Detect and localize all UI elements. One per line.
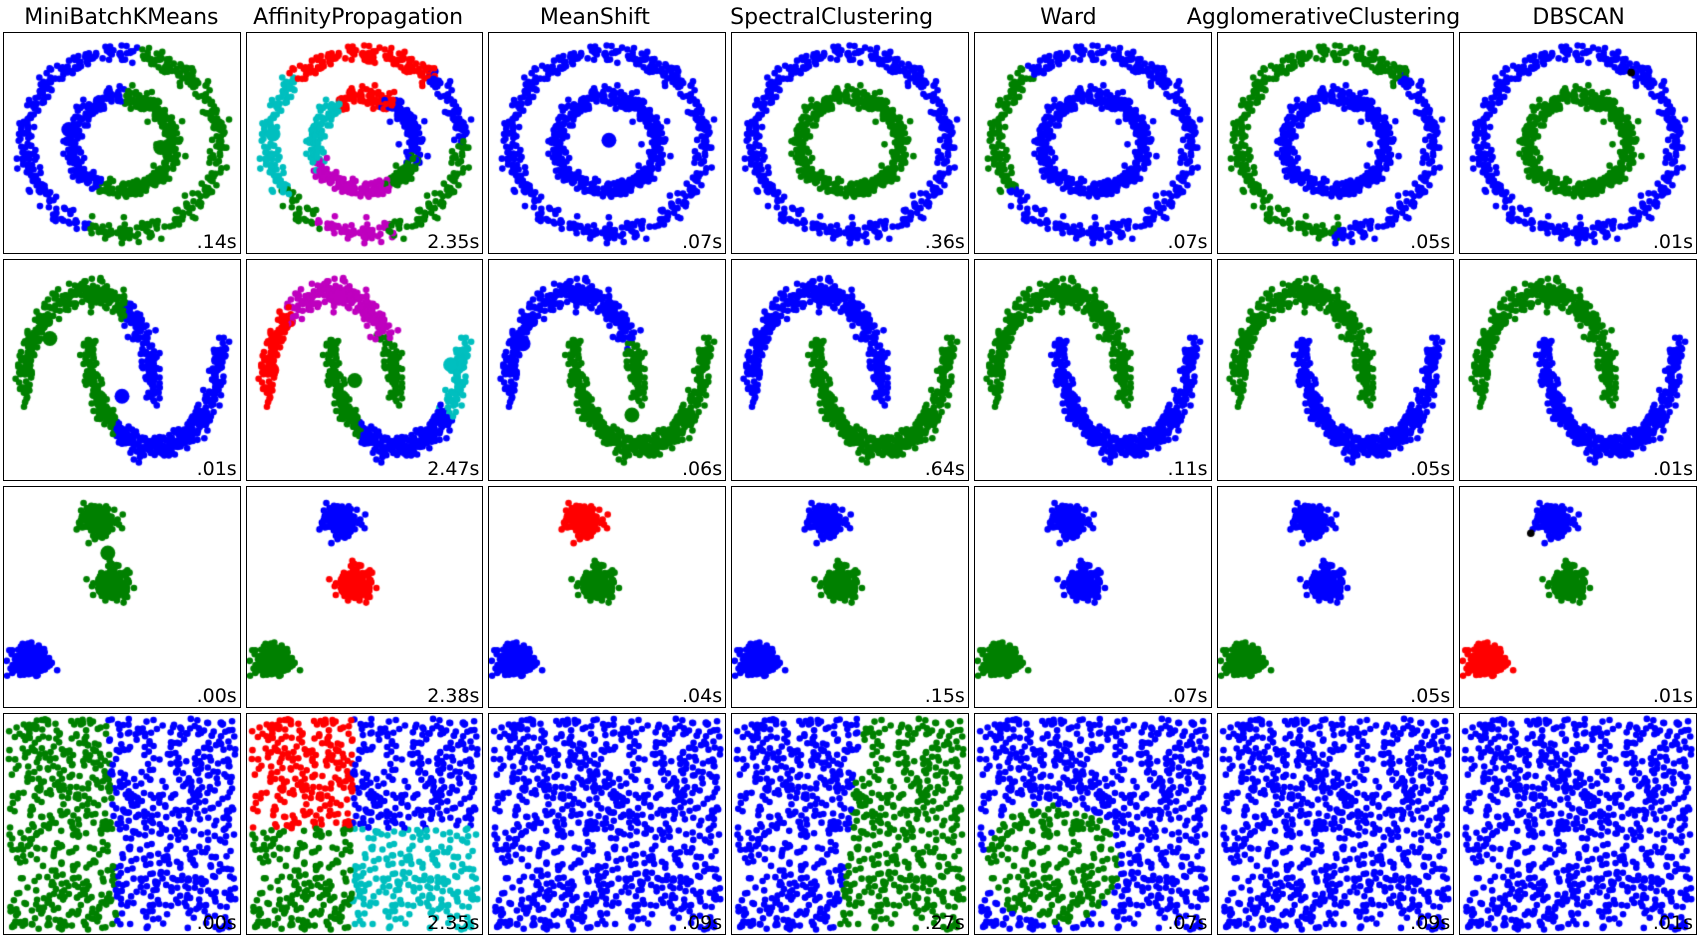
scatter-canvas bbox=[4, 487, 240, 707]
scatter-canvas bbox=[489, 714, 726, 934]
subplot-r1c1: 2.47s bbox=[245, 259, 484, 481]
time-label: .00s bbox=[196, 912, 237, 935]
subplot-r3c0: .00s bbox=[3, 713, 241, 935]
scatter-canvas bbox=[246, 33, 483, 253]
subplot-r1c0: .01s bbox=[3, 259, 241, 481]
time-label: .11s bbox=[1167, 458, 1208, 481]
subplot-r3c2: .09s bbox=[488, 713, 727, 935]
time-label: .04s bbox=[682, 685, 723, 708]
subplot-r0c6: .01s bbox=[1459, 32, 1697, 254]
time-label: .01s bbox=[196, 458, 237, 481]
scatter-canvas bbox=[489, 260, 726, 480]
time-label: .36s bbox=[924, 231, 965, 254]
subplot-r1c5: .05s bbox=[1216, 259, 1455, 481]
column-title-agglomerativeclustering: AgglomerativeClustering bbox=[1186, 4, 1461, 30]
column-titles: MiniBatchKMeans AffinityPropagation Mean… bbox=[0, 0, 1700, 32]
time-label: .07s bbox=[1167, 912, 1208, 935]
subplot-r0c1: 2.35s bbox=[245, 32, 484, 254]
scatter-canvas bbox=[489, 487, 726, 707]
column-title-minibatchkmeans: MiniBatchKMeans bbox=[24, 4, 219, 30]
time-label: .01s bbox=[1652, 458, 1693, 481]
time-label: .01s bbox=[1652, 685, 1693, 708]
scatter-canvas bbox=[246, 260, 483, 480]
plot-grid: .14s 2.35s .07s .36s .07s .05s .01s .01s… bbox=[0, 32, 1700, 935]
subplot-r0c3: .36s bbox=[731, 32, 969, 254]
scatter-canvas bbox=[4, 260, 240, 480]
subplot-r1c3: .64s bbox=[731, 259, 969, 481]
column-title-spectralclustering: SpectralClustering bbox=[730, 4, 934, 30]
scatter-canvas bbox=[4, 33, 240, 253]
time-label: .15s bbox=[924, 685, 965, 708]
time-label: .05s bbox=[1410, 231, 1451, 254]
scatter-canvas bbox=[974, 260, 1211, 480]
time-label: .01s bbox=[1652, 912, 1693, 935]
time-label: .09s bbox=[682, 912, 723, 935]
scatter-canvas bbox=[1460, 487, 1696, 707]
subplot-r2c3: .15s bbox=[731, 486, 969, 708]
scatter-canvas bbox=[1217, 260, 1454, 480]
time-label: .01s bbox=[1652, 231, 1693, 254]
subplot-r2c2: .04s bbox=[488, 486, 727, 708]
column-title-affinitypropagation: AffinityPropagation bbox=[253, 4, 464, 30]
scatter-canvas bbox=[4, 714, 240, 934]
subplot-r2c4: .07s bbox=[973, 486, 1212, 708]
time-label: 2.35s bbox=[427, 912, 480, 935]
scatter-canvas bbox=[1460, 714, 1696, 934]
time-label: .14s bbox=[196, 231, 237, 254]
scatter-canvas bbox=[1217, 487, 1454, 707]
subplot-r1c2: .06s bbox=[488, 259, 727, 481]
time-label: 2.35s bbox=[427, 231, 480, 254]
subplot-r3c3: .27s bbox=[731, 713, 969, 935]
time-label: .07s bbox=[1167, 231, 1208, 254]
subplot-r1c6: .01s bbox=[1459, 259, 1697, 481]
subplot-r1c4: .11s bbox=[973, 259, 1212, 481]
time-label: 2.38s bbox=[427, 685, 480, 708]
scatter-canvas bbox=[732, 714, 968, 934]
time-label: .05s bbox=[1410, 458, 1451, 481]
time-label: .05s bbox=[1410, 685, 1451, 708]
scatter-canvas bbox=[246, 714, 483, 934]
time-label: .27s bbox=[924, 912, 965, 935]
subplot-r3c6: .01s bbox=[1459, 713, 1697, 935]
subplot-r2c5: .05s bbox=[1216, 486, 1455, 708]
subplot-r0c5: .05s bbox=[1216, 32, 1455, 254]
scatter-canvas bbox=[732, 260, 968, 480]
scatter-canvas bbox=[1217, 33, 1454, 253]
subplot-r2c6: .01s bbox=[1459, 486, 1697, 708]
scatter-canvas bbox=[489, 33, 726, 253]
subplot-r2c1: 2.38s bbox=[245, 486, 484, 708]
scatter-canvas bbox=[974, 714, 1211, 934]
scatter-canvas bbox=[1460, 33, 1696, 253]
scatter-canvas bbox=[974, 33, 1211, 253]
subplot-r0c2: .07s bbox=[488, 32, 727, 254]
subplot-r3c1: 2.35s bbox=[245, 713, 484, 935]
scatter-canvas bbox=[732, 33, 968, 253]
scatter-canvas bbox=[246, 487, 483, 707]
scatter-canvas bbox=[732, 487, 968, 707]
time-label: .09s bbox=[1410, 912, 1451, 935]
subplot-r2c0: .00s bbox=[3, 486, 241, 708]
subplot-r3c5: .09s bbox=[1216, 713, 1455, 935]
column-title-dbscan: DBSCAN bbox=[1532, 4, 1625, 30]
time-label: .64s bbox=[924, 458, 965, 481]
time-label: .07s bbox=[682, 231, 723, 254]
subplot-r0c0: .14s bbox=[3, 32, 241, 254]
scatter-canvas bbox=[974, 487, 1211, 707]
time-label: .06s bbox=[682, 458, 723, 481]
time-label: .00s bbox=[196, 685, 237, 708]
scatter-canvas bbox=[1460, 260, 1696, 480]
time-label: .07s bbox=[1167, 685, 1208, 708]
column-title-meanshift: MeanShift bbox=[539, 4, 650, 30]
scatter-canvas bbox=[1217, 714, 1454, 934]
subplot-r3c4: .07s bbox=[973, 713, 1212, 935]
time-label: 2.47s bbox=[427, 458, 480, 481]
subplot-r0c4: .07s bbox=[973, 32, 1212, 254]
column-title-ward: Ward bbox=[1040, 4, 1097, 30]
